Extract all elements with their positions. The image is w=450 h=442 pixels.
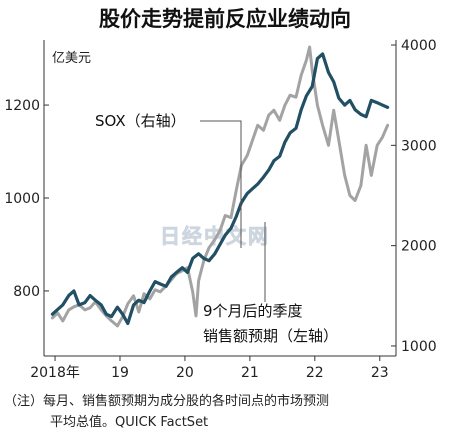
right-tick-label: 1000 — [401, 339, 437, 355]
footnote-line-2: 平均总值。QUICK FactSet — [50, 415, 209, 430]
right-tick-label: 4000 — [401, 38, 437, 54]
footnote-line-1: （注）每月、销售额预期为成分股的各时间点的市场预测 — [4, 394, 330, 409]
left-tick-label: 1000 — [4, 191, 40, 207]
sales-callout-label-line2: 销售额预期（左轴） — [203, 327, 338, 345]
chart-title: 股价走势提前反应业绩动向 — [99, 7, 351, 31]
left-axis-unit: 亿美元 — [52, 51, 91, 66]
chart: 股价走势提前反应业绩动向 亿美元 800 1000 1200 1000 2000 300… — [4, 7, 437, 381]
x-tick-label: 23 — [371, 365, 389, 381]
x-tick-label: 21 — [241, 365, 259, 381]
left-tick-label: 800 — [13, 284, 40, 300]
sales-forecast-series-line — [50, 52, 390, 326]
sox-callout-leader — [200, 120, 242, 248]
x-tick-label: 22 — [306, 365, 324, 381]
x-axis: 2018年 19 20 21 22 23 — [30, 356, 389, 381]
footnote: （注）每月、销售额预期为成分股的各时间点的市场预测 平均总值。QUICK Fac… — [4, 391, 446, 433]
series-layer — [50, 45, 390, 328]
sox-series-line — [50, 45, 390, 328]
right-axis: 1000 2000 3000 4000 — [391, 38, 437, 355]
x-tick-label: 2018年 — [30, 365, 80, 381]
sox-callout-label: SOX（右轴） — [95, 112, 186, 130]
right-tick-label: 3000 — [401, 138, 437, 154]
left-tick-label: 1200 — [4, 98, 40, 114]
right-tick-label: 2000 — [401, 239, 437, 255]
x-tick-label: 20 — [176, 365, 194, 381]
sales-callout-label-line1: 9个月后的季度 — [203, 302, 303, 320]
x-tick-label: 19 — [111, 365, 129, 381]
left-axis: 800 1000 1200 — [4, 98, 49, 300]
watermark-text: 日经中文网 — [160, 224, 270, 248]
